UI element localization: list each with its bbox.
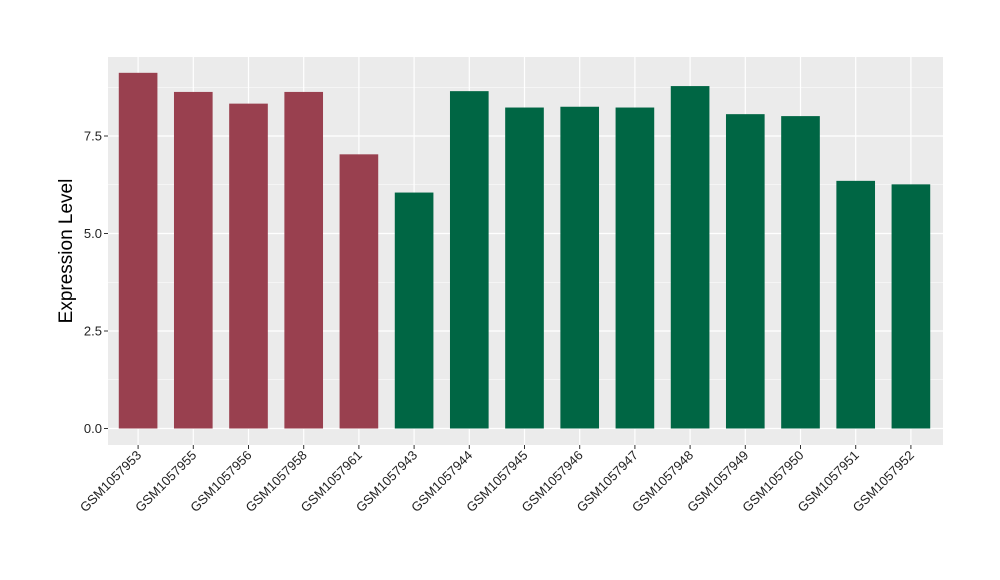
bar-GSM1057948 [670, 86, 710, 429]
y-axis: 0.0 2.5 5.0 7.5 [84, 129, 108, 436]
bar-GSM1057949 [725, 114, 765, 429]
bar-GSM1057955 [173, 91, 213, 429]
bar-GSM1057958 [284, 91, 324, 429]
y-tick-label: 5.0 [84, 226, 102, 241]
bar-GSM1057944 [449, 91, 489, 429]
y-axis-title: Expression Level [56, 179, 77, 324]
y-tick-label: 2.5 [84, 324, 102, 339]
bar-GSM1057956 [229, 103, 268, 429]
x-axis: GSM1057953GSM1057955GSM1057956GSM1057958… [77, 445, 917, 515]
bar-GSM1057951 [836, 180, 876, 429]
bar-GSM1057953 [118, 72, 158, 429]
bar-GSM1057947 [615, 107, 655, 429]
y-tick-label: 7.5 [84, 129, 102, 144]
bar-GSM1057943 [394, 192, 434, 429]
bar-GSM1057961 [339, 154, 379, 429]
bar-GSM1057952 [891, 184, 931, 429]
bar-GSM1057946 [560, 106, 600, 429]
bars [118, 72, 931, 429]
bar-GSM1057950 [781, 116, 820, 429]
bar-GSM1057945 [505, 107, 544, 429]
y-tick-label: 0.0 [84, 421, 102, 436]
